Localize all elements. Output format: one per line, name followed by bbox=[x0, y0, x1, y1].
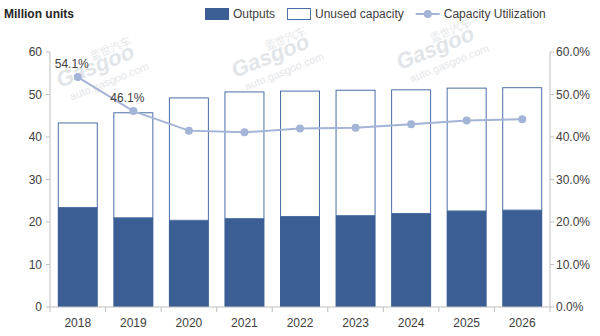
bar bbox=[281, 91, 320, 216]
y-tick-label: 40 bbox=[29, 130, 43, 144]
y-tick bbox=[46, 137, 50, 138]
watermark-text: 盖世汽车 bbox=[88, 34, 134, 63]
bar bbox=[224, 219, 264, 307]
y-axis bbox=[50, 52, 51, 307]
y2-tick-label: 30.0% bbox=[556, 173, 590, 187]
y-tick-label: 60 bbox=[29, 45, 43, 59]
plot-area bbox=[58, 73, 542, 307]
bar bbox=[113, 218, 153, 307]
data-label: 54.1% bbox=[55, 57, 89, 71]
legend: Outputs Unused capacity Capacity Utilizati… bbox=[205, 7, 546, 21]
y2-tick-label: 40.0% bbox=[556, 130, 590, 144]
bar bbox=[447, 211, 487, 307]
watermark: Gasgoo盖世汽车auto.gasgoo.com bbox=[226, 22, 326, 95]
watermark: Gasgoo盖世汽车auto.gasgoo.com bbox=[391, 14, 491, 87]
x-tick-label: 2022 bbox=[287, 316, 314, 330]
line-point bbox=[407, 120, 415, 128]
y2-tick bbox=[550, 222, 554, 223]
line bbox=[78, 77, 522, 132]
x-tick bbox=[494, 307, 495, 312]
y-tick-label: 0 bbox=[35, 300, 42, 314]
x-tick bbox=[550, 307, 551, 312]
y2-tick-label: 20.0% bbox=[556, 215, 590, 229]
x-tick bbox=[383, 307, 384, 312]
x-tick bbox=[105, 307, 106, 312]
y-tick bbox=[46, 307, 50, 308]
y2-axis bbox=[550, 52, 551, 307]
x-tick-label: 2026 bbox=[509, 316, 536, 330]
legend-swatch bbox=[288, 9, 311, 20]
y2-tick-label: 10.0% bbox=[556, 258, 590, 272]
y-tick bbox=[46, 94, 50, 95]
line-point bbox=[185, 127, 193, 135]
y2-tick bbox=[550, 179, 554, 180]
x-tick-label: 2018 bbox=[64, 316, 91, 330]
y-tick-label: 30 bbox=[29, 173, 43, 187]
y-tick-label: 20 bbox=[29, 215, 43, 229]
bar bbox=[169, 220, 209, 307]
line-point bbox=[518, 115, 526, 123]
y-tick-label: 50 bbox=[29, 88, 43, 102]
data-labels: 54.1% 46.1% bbox=[55, 57, 145, 105]
y2-tick-label: 50.0% bbox=[556, 88, 590, 102]
x-tick-label: 2025 bbox=[453, 316, 480, 330]
x-tick bbox=[272, 307, 273, 312]
x-tick-label: 2020 bbox=[176, 316, 203, 330]
y2-tick bbox=[550, 264, 554, 265]
y-tick bbox=[46, 179, 50, 180]
y-tick bbox=[46, 52, 50, 53]
legend-label: Capacity Utilization bbox=[444, 7, 546, 21]
line-point bbox=[463, 116, 471, 124]
line-point bbox=[352, 124, 360, 132]
line-point bbox=[296, 125, 304, 133]
bar bbox=[336, 216, 376, 307]
x-tick bbox=[161, 307, 162, 312]
watermark-text: 盖世汽车 bbox=[263, 24, 309, 53]
y-tick-label: 10 bbox=[29, 258, 43, 272]
watermark-text: auto.gasgoo.com bbox=[243, 50, 326, 93]
bar bbox=[447, 88, 486, 211]
bar bbox=[169, 98, 208, 220]
y2-tick-label: 60.0% bbox=[556, 45, 590, 59]
bar bbox=[58, 123, 97, 208]
bar bbox=[336, 90, 375, 215]
line-point bbox=[74, 73, 82, 81]
watermark-text: auto.gasgoo.com bbox=[408, 42, 491, 85]
legend-label: Unused capacity bbox=[315, 7, 404, 21]
line-point bbox=[240, 128, 248, 136]
x-tick-label: 2019 bbox=[120, 316, 147, 330]
bar bbox=[114, 113, 153, 218]
bar bbox=[280, 216, 320, 307]
y-tick bbox=[46, 264, 50, 265]
y-tick bbox=[46, 222, 50, 223]
y2-tick bbox=[550, 307, 554, 308]
bar bbox=[502, 210, 542, 307]
legend-swatch bbox=[424, 10, 432, 18]
data-label: 46.1% bbox=[110, 91, 144, 105]
x-tick-label: 2021 bbox=[231, 316, 258, 330]
x-tick bbox=[216, 307, 217, 312]
watermark: Gasgoo盖世汽车auto.gasgoo.com bbox=[51, 32, 151, 105]
axis-title: Million units bbox=[4, 7, 74, 21]
bar bbox=[391, 214, 431, 308]
x-axis bbox=[50, 307, 550, 308]
x-tick-label: 2024 bbox=[398, 316, 425, 330]
y2-tick bbox=[550, 52, 554, 53]
x-tick bbox=[50, 307, 51, 312]
bar bbox=[225, 92, 264, 219]
bar bbox=[503, 88, 542, 210]
legend-swatch bbox=[205, 8, 229, 20]
x-tick-label: 2023 bbox=[342, 316, 369, 330]
x-tick bbox=[438, 307, 439, 312]
bar bbox=[58, 208, 98, 307]
x-tick bbox=[327, 307, 328, 312]
y2-tick-label: 0.0% bbox=[556, 300, 584, 314]
y2-tick bbox=[550, 137, 554, 138]
y2-tick bbox=[550, 94, 554, 95]
bar bbox=[392, 90, 431, 214]
chart: Gasgoo盖世汽车auto.gasgoo.com Gasgoo盖世汽车auto.… bbox=[0, 0, 600, 336]
legend-label: Outputs bbox=[233, 7, 275, 21]
line-point bbox=[129, 107, 137, 115]
